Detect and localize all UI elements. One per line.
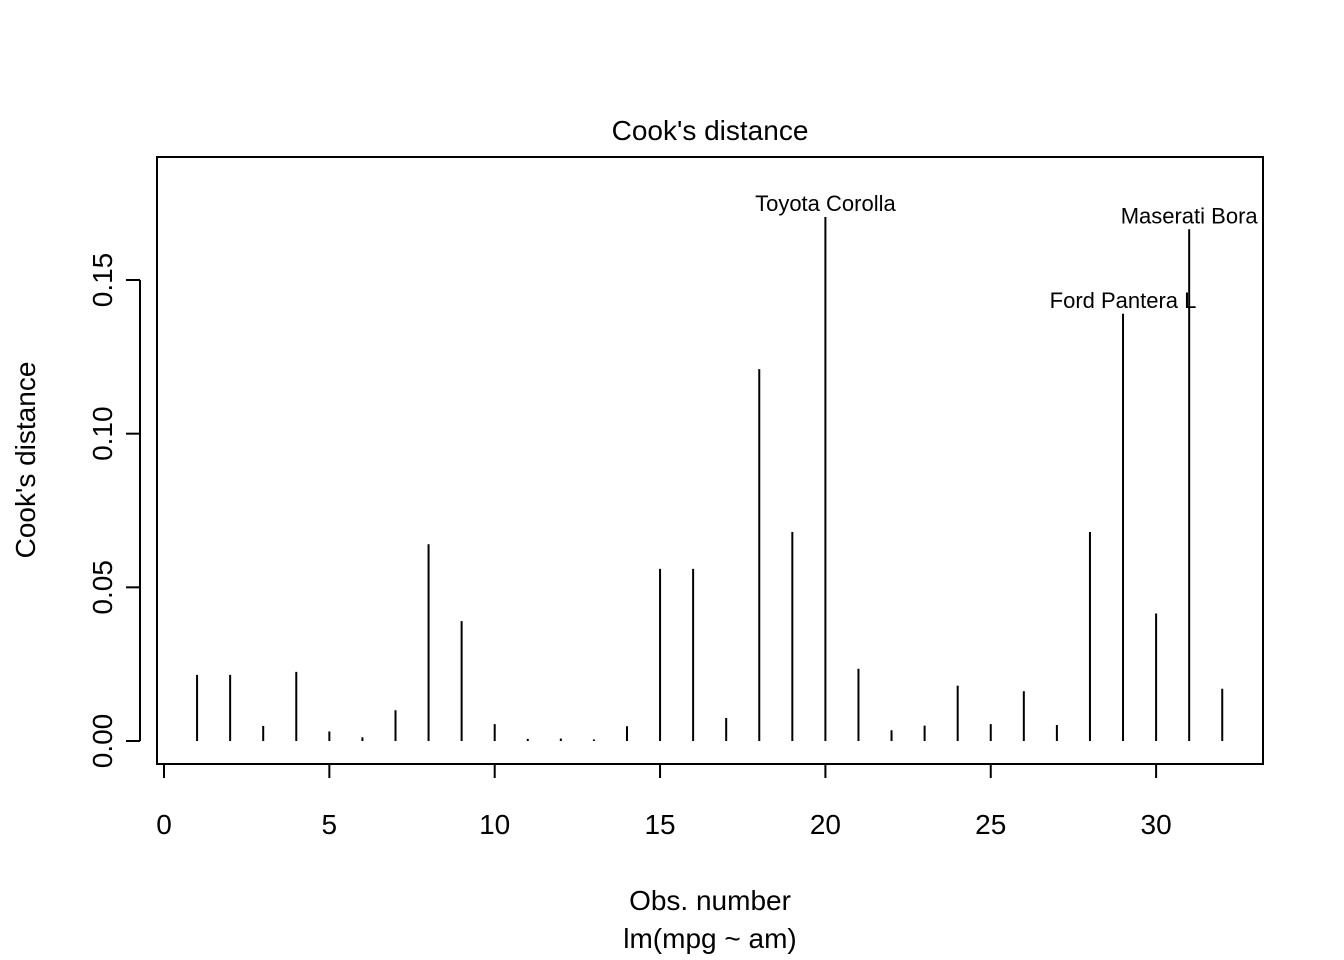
x-tick-label: 10 <box>479 809 510 840</box>
annotation-maserati-bora: Maserati Bora <box>1121 203 1259 228</box>
data-bars <box>196 217 1224 741</box>
y-tick-label: 0.10 <box>87 406 118 461</box>
annotation-ford-pantera-l: Ford Pantera L <box>1050 288 1197 313</box>
y-axis-label: Cook's distance <box>10 362 41 559</box>
point-annotations: Toyota Corolla Ford Pantera L Maserati Bor… <box>755 191 1258 313</box>
x-tick-label: 0 <box>156 809 172 840</box>
y-tick-label: 0.00 <box>87 714 118 769</box>
plot-title: Cook's distance <box>612 115 809 146</box>
x-axis-label: Obs. number <box>629 885 791 916</box>
x-tick-label: 5 <box>322 809 338 840</box>
x-tick-label: 25 <box>975 809 1006 840</box>
x-tick-label: 30 <box>1141 809 1172 840</box>
plot-frame <box>156 156 1264 765</box>
x-tick-label: 15 <box>644 809 675 840</box>
x-tick-label: 20 <box>810 809 841 840</box>
x-axis-subtitle: lm(mpg ~ am) <box>623 923 796 954</box>
x-axis: 0 5 10 15 20 25 30 <box>156 763 1172 840</box>
y-tick-label: 0.05 <box>87 560 118 615</box>
y-axis: 0.00 0.05 0.10 0.15 <box>87 253 141 769</box>
annotation-toyota-corolla: Toyota Corolla <box>755 191 896 216</box>
y-tick-label: 0.15 <box>87 253 118 308</box>
